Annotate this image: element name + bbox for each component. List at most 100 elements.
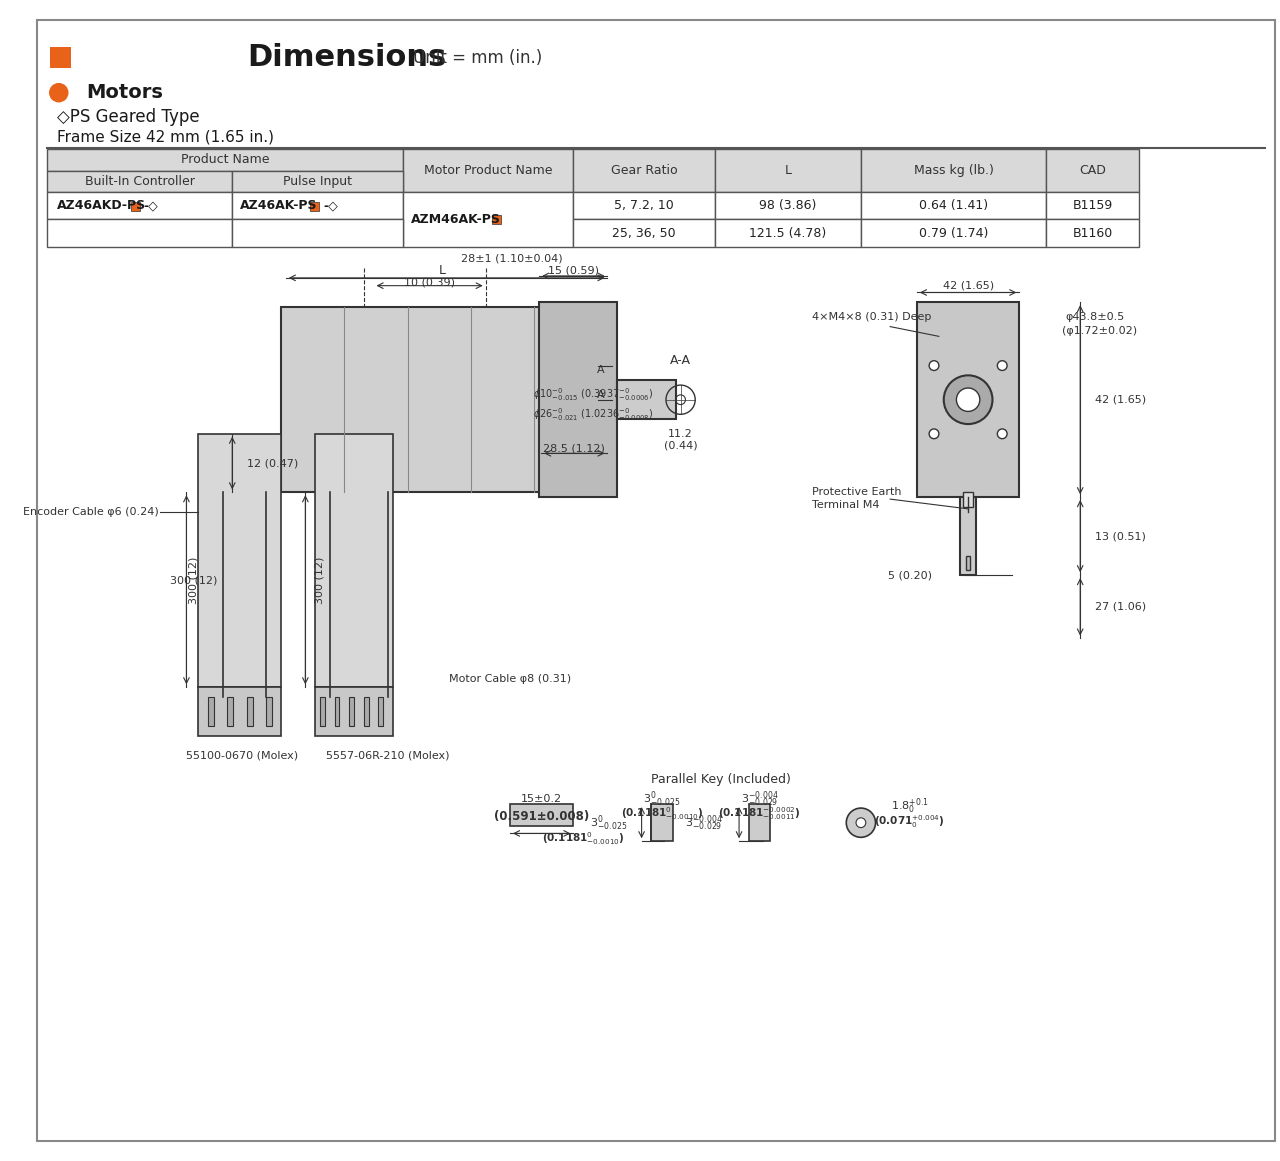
Bar — [315, 687, 393, 736]
Bar — [50, 46, 72, 68]
Bar — [198, 687, 282, 736]
Text: (0.071$^{+0.004}_{0}$): (0.071$^{+0.004}_{0}$) — [874, 814, 945, 830]
Bar — [315, 434, 393, 687]
Text: 300 (12): 300 (12) — [315, 556, 325, 604]
Bar — [964, 492, 973, 507]
Bar — [573, 150, 714, 192]
Text: 42 (1.65): 42 (1.65) — [1094, 395, 1146, 405]
Text: L: L — [438, 264, 445, 276]
Text: 3$^{-0.004}_{-0.029}$: 3$^{-0.004}_{-0.029}$ — [685, 813, 722, 832]
Circle shape — [956, 388, 979, 411]
Text: AZ46AK-PS: AZ46AK-PS — [241, 200, 317, 212]
Text: 27 (1.06): 27 (1.06) — [1094, 601, 1146, 612]
Text: 15 (0.59): 15 (0.59) — [548, 265, 599, 275]
Bar — [1046, 150, 1139, 192]
Text: (0.1181$^{-0.0002}_{-0.0011}$): (0.1181$^{-0.0002}_{-0.0011}$) — [718, 806, 801, 822]
Bar — [861, 192, 1046, 219]
Bar — [207, 697, 214, 727]
Bar — [617, 380, 676, 419]
Bar — [47, 192, 232, 219]
Bar — [349, 697, 355, 727]
Bar — [960, 497, 975, 575]
Bar — [573, 219, 714, 246]
Text: φ43.8±0.5: φ43.8±0.5 — [1065, 312, 1124, 322]
Text: 12 (0.47): 12 (0.47) — [247, 459, 298, 468]
Text: 300 (12): 300 (12) — [169, 575, 216, 585]
Text: 11.2: 11.2 — [668, 428, 692, 439]
Text: Dimensions: Dimensions — [247, 43, 447, 72]
Circle shape — [846, 808, 876, 837]
Text: Mass kg (lb.): Mass kg (lb.) — [914, 164, 993, 178]
Bar — [379, 697, 383, 727]
Bar — [232, 171, 403, 192]
Circle shape — [997, 361, 1007, 370]
Text: 5 (0.20): 5 (0.20) — [887, 570, 932, 580]
Bar — [232, 219, 403, 246]
Text: Product Name: Product Name — [180, 153, 269, 166]
Bar — [131, 202, 140, 210]
Bar — [320, 697, 325, 727]
Text: Gear Ratio: Gear Ratio — [611, 164, 677, 178]
Bar — [247, 697, 252, 727]
Text: 4×M4×8 (0.31) Deep: 4×M4×8 (0.31) Deep — [813, 312, 932, 322]
Text: Built-In Controller: Built-In Controller — [84, 175, 195, 188]
Circle shape — [929, 361, 938, 370]
Bar — [493, 216, 502, 224]
Text: 0.64 (1.41): 0.64 (1.41) — [919, 200, 988, 212]
Circle shape — [997, 428, 1007, 439]
Bar — [916, 302, 1019, 497]
Bar — [282, 308, 608, 492]
Text: 5, 7.2, 10: 5, 7.2, 10 — [614, 200, 673, 212]
Bar — [228, 697, 233, 727]
Bar — [403, 192, 573, 246]
Bar — [861, 219, 1046, 246]
Bar — [1046, 219, 1139, 246]
Bar — [47, 171, 232, 192]
Text: 3$^{0}_{-0.025}$: 3$^{0}_{-0.025}$ — [644, 789, 681, 809]
Text: 121.5 (4.78): 121.5 (4.78) — [749, 226, 827, 239]
Text: Terminal M4: Terminal M4 — [813, 500, 879, 510]
Bar — [47, 150, 403, 171]
Text: 3$^{0}_{-0.025}$: 3$^{0}_{-0.025}$ — [590, 813, 627, 832]
Text: (0.1181$^{0}_{-0.0010}$): (0.1181$^{0}_{-0.0010}$) — [543, 830, 625, 846]
Text: 15±0.2: 15±0.2 — [521, 794, 562, 805]
Text: 55100-0670 (Molex): 55100-0670 (Molex) — [186, 750, 298, 760]
Bar — [714, 219, 861, 246]
Bar — [266, 697, 273, 727]
Bar — [861, 150, 1046, 192]
Text: (0.1181$^{0}_{-0.0010}$): (0.1181$^{0}_{-0.0010}$) — [621, 806, 703, 822]
Text: 3$^{-0.004}_{-0.029}$: 3$^{-0.004}_{-0.029}$ — [741, 789, 778, 809]
Text: L: L — [785, 164, 791, 178]
Text: Frame Size 42 mm (1.65 in.): Frame Size 42 mm (1.65 in.) — [56, 129, 274, 144]
Text: AZ46AKD-PS: AZ46AKD-PS — [56, 200, 146, 212]
Bar — [364, 697, 369, 727]
Text: (0.591±0.008): (0.591±0.008) — [494, 810, 589, 823]
Text: Pulse Input: Pulse Input — [283, 175, 352, 188]
Text: 1.8$^{+0.1}_{0}$: 1.8$^{+0.1}_{0}$ — [891, 796, 928, 816]
Bar — [652, 805, 673, 842]
Bar — [714, 150, 861, 192]
Text: 28±1 (1.10±0.04): 28±1 (1.10±0.04) — [461, 253, 563, 264]
Bar — [539, 302, 617, 497]
Bar — [1046, 192, 1139, 219]
Text: $\phi$26$^{-0}_{-0.021}$ (1.0236$^{-0}_{-0.0008}$): $\phi$26$^{-0}_{-0.021}$ (1.0236$^{-0}_{… — [532, 406, 653, 423]
Text: 13 (0.51): 13 (0.51) — [1094, 531, 1146, 541]
Bar — [966, 556, 970, 570]
Text: 10 (0.39): 10 (0.39) — [403, 277, 454, 288]
Bar — [509, 805, 573, 825]
Text: 5557-06R-210 (Molex): 5557-06R-210 (Molex) — [326, 750, 451, 760]
Bar — [47, 219, 232, 246]
Bar — [310, 202, 319, 210]
Text: 0.79 (1.74): 0.79 (1.74) — [919, 226, 988, 239]
Bar — [198, 434, 282, 687]
Text: Parallel Key (Included): Parallel Key (Included) — [652, 773, 791, 786]
Text: AZM46AK-PS: AZM46AK-PS — [411, 212, 500, 226]
Text: ◇PS Geared Type: ◇PS Geared Type — [56, 108, 200, 127]
Text: B1160: B1160 — [1073, 226, 1112, 239]
Bar — [573, 192, 714, 219]
Bar — [749, 805, 771, 842]
Text: 28.5 (1.12): 28.5 (1.12) — [544, 444, 605, 454]
Bar — [334, 697, 339, 727]
Text: 42 (1.65): 42 (1.65) — [942, 281, 993, 290]
Text: A: A — [596, 366, 604, 375]
